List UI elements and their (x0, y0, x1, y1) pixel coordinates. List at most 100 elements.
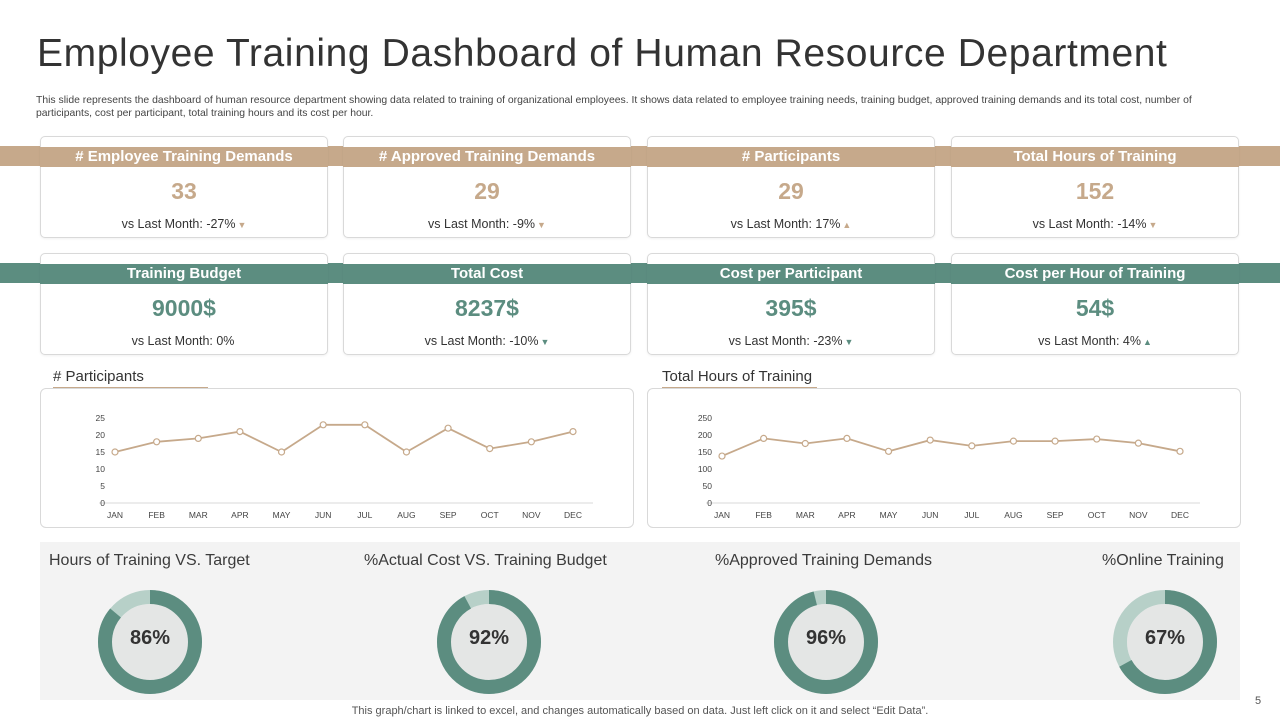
participants-chart: 0 5 10 15 20 25 JAN FEB MAR APR MAY JUN JUL AUG SEP OCT… (40, 388, 634, 528)
donut-ring (98, 590, 202, 694)
y-tick-label: 150 (698, 447, 712, 457)
x-tick-label: MAY (273, 510, 291, 520)
donut-center (1127, 604, 1203, 680)
kpi-value: 54$ (1075, 295, 1115, 321)
data-point (153, 438, 161, 446)
y-tick-label: 0 (707, 498, 712, 508)
kpi-card-total-hours: Total Hours of Training 152 vs Last Mont… (951, 136, 1239, 238)
x-tick-label: APR (838, 510, 855, 520)
kpi-label: # Participants (647, 147, 935, 167)
kpi-compare: vs Last Month: 0% (131, 334, 235, 348)
donut-title-online-training: %Online Training (1102, 552, 1224, 569)
data-point (1009, 437, 1018, 445)
page-number: 5 (1255, 695, 1262, 707)
series-line (721, 437, 1181, 457)
x-tick-label: MAR (189, 510, 208, 520)
donut-actual-cost: 92% (434, 587, 544, 697)
chart-title-underline (53, 387, 208, 388)
donut-progress-arc (1113, 590, 1217, 694)
kpi-compare: vs Last Month: -27% ▼ (121, 217, 247, 231)
kpi-value: 29 (778, 178, 804, 204)
kpi-card-cost-per-hour: Cost per Hour of Training 54$ vs Last Mo… (951, 253, 1239, 355)
kpi-label: Total Cost (343, 264, 631, 284)
kpi-label: # Approved Training Demands (343, 147, 631, 167)
kpi-label: Cost per Hour of Training (951, 264, 1239, 284)
y-tick-label: 20 (96, 430, 106, 440)
donut-title-actual-cost: %Actual Cost VS. Training Budget (364, 552, 607, 569)
kpi-card-participants: # Participants 29 vs Last Month: 17% ▲ (647, 136, 935, 238)
participants-line-chart: 0 5 10 15 20 25 JAN FEB MAR APR MAY JUN JUL AUG SEP OCT… (96, 413, 593, 520)
donut-percentage: 96% (805, 627, 847, 649)
data-point (319, 421, 327, 429)
donut-title-hours-vs-target: Hours of Training VS. Target (49, 552, 250, 569)
donut-percentage: 92% (468, 627, 510, 649)
kpi-label: Training Budget (40, 264, 328, 284)
x-tick-label: AUG (397, 510, 415, 520)
donut-approved-demands: 96% (771, 587, 881, 697)
trend-down-icon: ▼ (1148, 220, 1158, 230)
donut-center (788, 604, 864, 680)
kpi-compare: vs Last Month: -23% ▼ (728, 334, 854, 348)
data-point (194, 434, 202, 443)
y-tick-label: 100 (698, 464, 712, 474)
data-point (361, 421, 369, 429)
donut-online-training: 67% (1110, 587, 1220, 697)
trend-up-icon: ▲ (1142, 337, 1152, 347)
x-tick-label: NOV (1129, 510, 1148, 520)
data-point (486, 444, 494, 453)
data-point (1176, 447, 1184, 455)
page-title: Employee Training Dashboard of Human Res… (37, 32, 1168, 75)
donut-title-approved-demands: %Approved Training Demands (715, 552, 933, 569)
data-point (569, 427, 577, 436)
kpi-label: # Employee Training Demands (40, 147, 328, 167)
trend-down-icon: ▼ (844, 337, 854, 347)
donut-percentage: 86% (129, 627, 171, 649)
data-point (718, 452, 726, 460)
donut-progress-arc (774, 590, 878, 694)
data-point (402, 448, 411, 456)
trend-down-icon: ▼ (537, 220, 546, 230)
y-tick-label: 15 (96, 447, 106, 457)
x-tick-label: JUL (964, 510, 979, 520)
kpi-card-training-budget: Training Budget 9000$ vs Last Month: 0% (40, 253, 328, 355)
data-point (760, 434, 768, 443)
y-tick-label: 5 (100, 481, 105, 491)
trend-up-icon: ▲ (842, 220, 852, 230)
donut-center (451, 604, 527, 680)
x-tick-label: SEP (440, 510, 457, 520)
kpi-compare: vs Last Month: -9% ▼ (428, 217, 546, 231)
kpi-compare: vs Last Month: 4% ▲ (1038, 334, 1152, 348)
kpi-card-employee-training-demands: # Employee Training Demands 33 vs Last M… (40, 136, 328, 238)
y-tick-label: 25 (96, 413, 106, 423)
data-point (926, 436, 934, 444)
donut-hours-vs-target: 86% (95, 587, 205, 697)
donut-ring (774, 590, 878, 694)
kpi-card-total-cost: Total Cost 8237$ vs Last Month: -10% ▼ (343, 253, 631, 355)
kpi-value: 33 (171, 178, 197, 204)
total-hours-line-chart: 0 50 100 150 200 250 JAN FEB MAR APR MAY JUN JUL AUG S… (698, 413, 1200, 520)
x-tick-label: FEB (755, 510, 772, 520)
kpi-card-approved-training-demands: # Approved Training Demands 29 vs Last M… (343, 136, 631, 238)
y-tick-label: 200 (698, 430, 712, 440)
x-tick-label: MAY (880, 510, 898, 520)
data-point (968, 442, 976, 450)
kpi-value: 9000$ (152, 295, 216, 321)
page-subtitle: This slide represents the dashboard of h… (36, 95, 1192, 119)
y-tick-label: 50 (703, 481, 713, 491)
chart-title-total-hours: Total Hours of Training (662, 368, 813, 385)
data-point (277, 448, 286, 456)
x-tick-label: OCT (481, 510, 499, 520)
kpi-label: Total Hours of Training (951, 147, 1239, 167)
x-tick-label: DEC (564, 510, 582, 520)
donut-panel (40, 542, 1240, 700)
x-tick-label: JUL (357, 510, 372, 520)
chart-title-participants: # Participants (53, 368, 144, 385)
x-tick-label: OCT (1088, 510, 1106, 520)
kpi-value: 29 (474, 178, 500, 204)
data-point (444, 424, 452, 432)
trend-down-icon: ▼ (237, 220, 247, 230)
x-tick-label: NOV (522, 510, 541, 520)
donut-ring (437, 590, 541, 694)
kpi-value: 152 (1075, 178, 1115, 204)
data-point (527, 438, 535, 446)
